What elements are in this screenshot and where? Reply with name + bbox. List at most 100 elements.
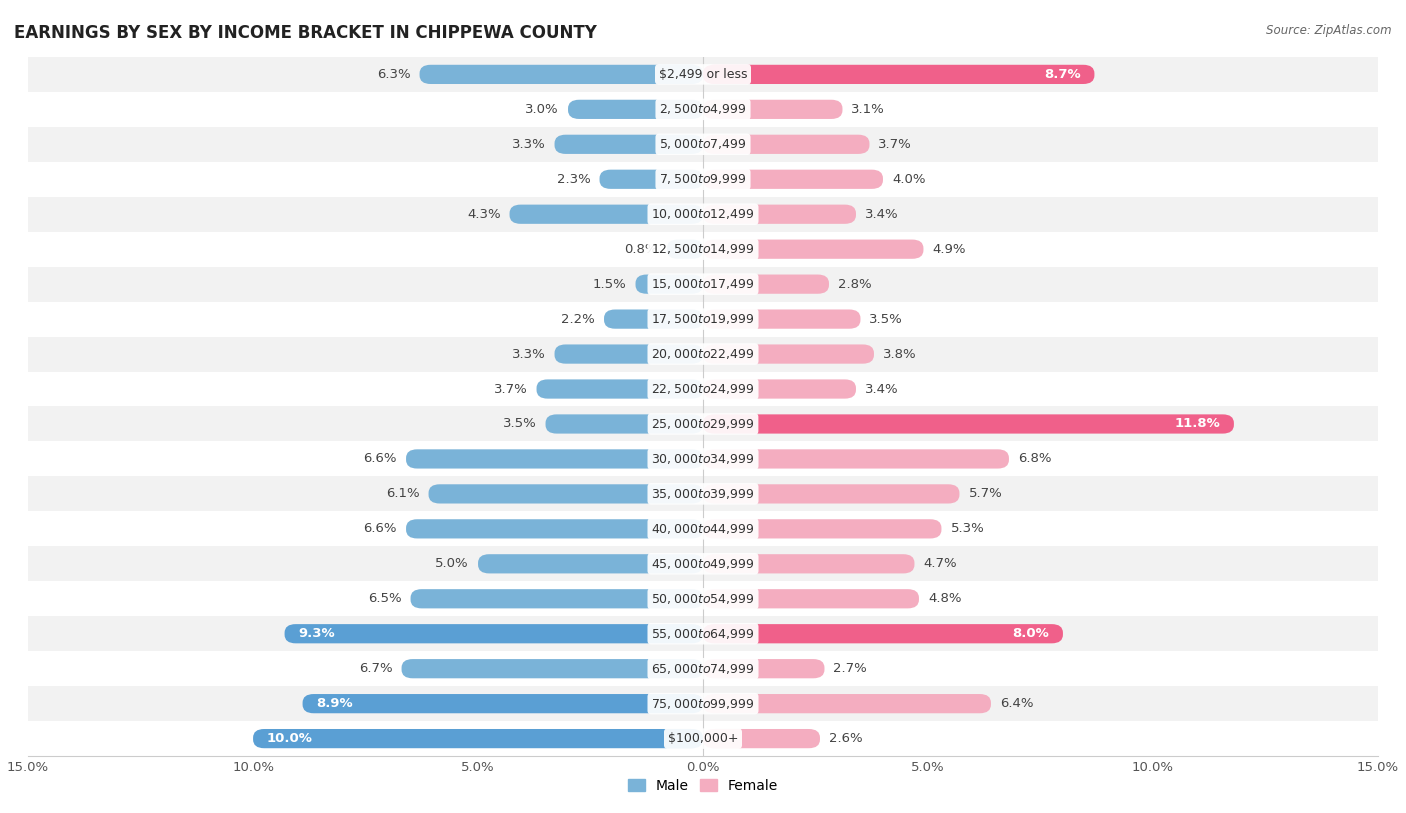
Text: 10.0%: 10.0%: [267, 733, 312, 745]
Bar: [28, 337, 1378, 372]
Text: 3.8%: 3.8%: [883, 348, 917, 360]
Bar: [28, 232, 1378, 267]
FancyBboxPatch shape: [406, 450, 703, 468]
FancyBboxPatch shape: [703, 240, 924, 259]
FancyBboxPatch shape: [703, 450, 1010, 468]
FancyBboxPatch shape: [703, 205, 856, 224]
FancyBboxPatch shape: [703, 275, 830, 293]
FancyBboxPatch shape: [703, 694, 991, 713]
Text: 6.6%: 6.6%: [364, 453, 396, 465]
Text: 3.5%: 3.5%: [869, 313, 903, 325]
Text: 3.7%: 3.7%: [494, 383, 527, 395]
FancyBboxPatch shape: [284, 624, 703, 643]
Bar: [28, 267, 1378, 302]
FancyBboxPatch shape: [703, 65, 1094, 84]
Bar: [28, 651, 1378, 686]
Bar: [28, 127, 1378, 162]
Text: $100,000+: $100,000+: [668, 733, 738, 745]
Text: $17,500 to $19,999: $17,500 to $19,999: [651, 312, 755, 326]
FancyBboxPatch shape: [554, 135, 703, 154]
Bar: [28, 197, 1378, 232]
FancyBboxPatch shape: [302, 694, 703, 713]
Text: 3.4%: 3.4%: [865, 208, 898, 220]
FancyBboxPatch shape: [406, 520, 703, 538]
Text: $25,000 to $29,999: $25,000 to $29,999: [651, 417, 755, 431]
Text: 0.8%: 0.8%: [624, 243, 658, 255]
FancyBboxPatch shape: [509, 205, 703, 224]
FancyBboxPatch shape: [599, 170, 703, 189]
Bar: [28, 162, 1378, 197]
Text: 6.6%: 6.6%: [364, 523, 396, 535]
Text: 6.3%: 6.3%: [377, 68, 411, 80]
Text: $22,500 to $24,999: $22,500 to $24,999: [651, 382, 755, 396]
FancyBboxPatch shape: [402, 659, 703, 678]
Text: 2.8%: 2.8%: [838, 278, 872, 290]
FancyBboxPatch shape: [703, 415, 1234, 433]
FancyBboxPatch shape: [703, 659, 824, 678]
Text: 1.5%: 1.5%: [593, 278, 627, 290]
Text: $50,000 to $54,999: $50,000 to $54,999: [651, 592, 755, 606]
Text: 5.7%: 5.7%: [969, 488, 1002, 500]
Bar: [28, 686, 1378, 721]
Bar: [28, 302, 1378, 337]
FancyBboxPatch shape: [703, 729, 820, 748]
Bar: [28, 92, 1378, 127]
Text: $12,500 to $14,999: $12,500 to $14,999: [651, 242, 755, 256]
FancyBboxPatch shape: [429, 485, 703, 503]
Text: $55,000 to $64,999: $55,000 to $64,999: [651, 627, 755, 641]
Text: Source: ZipAtlas.com: Source: ZipAtlas.com: [1267, 24, 1392, 37]
Text: $2,499 or less: $2,499 or less: [659, 68, 747, 80]
FancyBboxPatch shape: [703, 624, 1063, 643]
Text: $2,500 to $4,999: $2,500 to $4,999: [659, 102, 747, 116]
Bar: [28, 372, 1378, 406]
FancyBboxPatch shape: [703, 170, 883, 189]
FancyBboxPatch shape: [703, 100, 842, 119]
FancyBboxPatch shape: [568, 100, 703, 119]
Text: 6.8%: 6.8%: [1018, 453, 1052, 465]
FancyBboxPatch shape: [605, 310, 703, 328]
FancyBboxPatch shape: [703, 485, 959, 503]
Bar: [28, 441, 1378, 476]
Bar: [28, 406, 1378, 441]
Text: 4.7%: 4.7%: [924, 558, 957, 570]
FancyBboxPatch shape: [703, 310, 860, 328]
Text: 11.8%: 11.8%: [1174, 418, 1220, 430]
Bar: [28, 546, 1378, 581]
Text: $75,000 to $99,999: $75,000 to $99,999: [651, 697, 755, 711]
Text: 8.9%: 8.9%: [316, 698, 353, 710]
FancyBboxPatch shape: [546, 415, 703, 433]
FancyBboxPatch shape: [537, 380, 703, 398]
Bar: [28, 57, 1378, 92]
Text: 8.7%: 8.7%: [1045, 68, 1081, 80]
Text: 3.0%: 3.0%: [526, 103, 560, 115]
Text: 9.3%: 9.3%: [298, 628, 335, 640]
Text: $5,000 to $7,499: $5,000 to $7,499: [659, 137, 747, 151]
Text: 3.3%: 3.3%: [512, 348, 546, 360]
Bar: [28, 511, 1378, 546]
FancyBboxPatch shape: [636, 275, 703, 293]
Text: 6.1%: 6.1%: [385, 488, 419, 500]
Text: $10,000 to $12,499: $10,000 to $12,499: [651, 207, 755, 221]
Text: $65,000 to $74,999: $65,000 to $74,999: [651, 662, 755, 676]
Bar: [28, 721, 1378, 756]
Text: 5.3%: 5.3%: [950, 523, 984, 535]
Bar: [28, 581, 1378, 616]
Text: 2.7%: 2.7%: [834, 663, 868, 675]
Text: 4.3%: 4.3%: [467, 208, 501, 220]
Bar: [28, 476, 1378, 511]
Text: 3.5%: 3.5%: [503, 418, 537, 430]
Text: $30,000 to $34,999: $30,000 to $34,999: [651, 452, 755, 466]
FancyBboxPatch shape: [478, 554, 703, 573]
FancyBboxPatch shape: [703, 345, 875, 363]
Text: 2.2%: 2.2%: [561, 313, 595, 325]
FancyBboxPatch shape: [703, 135, 869, 154]
Text: 4.9%: 4.9%: [932, 243, 966, 255]
Legend: Male, Female: Male, Female: [623, 773, 783, 798]
Text: $35,000 to $39,999: $35,000 to $39,999: [651, 487, 755, 501]
FancyBboxPatch shape: [253, 729, 703, 748]
FancyBboxPatch shape: [703, 554, 914, 573]
FancyBboxPatch shape: [703, 380, 856, 398]
Text: 3.3%: 3.3%: [512, 138, 546, 150]
FancyBboxPatch shape: [703, 589, 920, 608]
Text: $20,000 to $22,499: $20,000 to $22,499: [651, 347, 755, 361]
